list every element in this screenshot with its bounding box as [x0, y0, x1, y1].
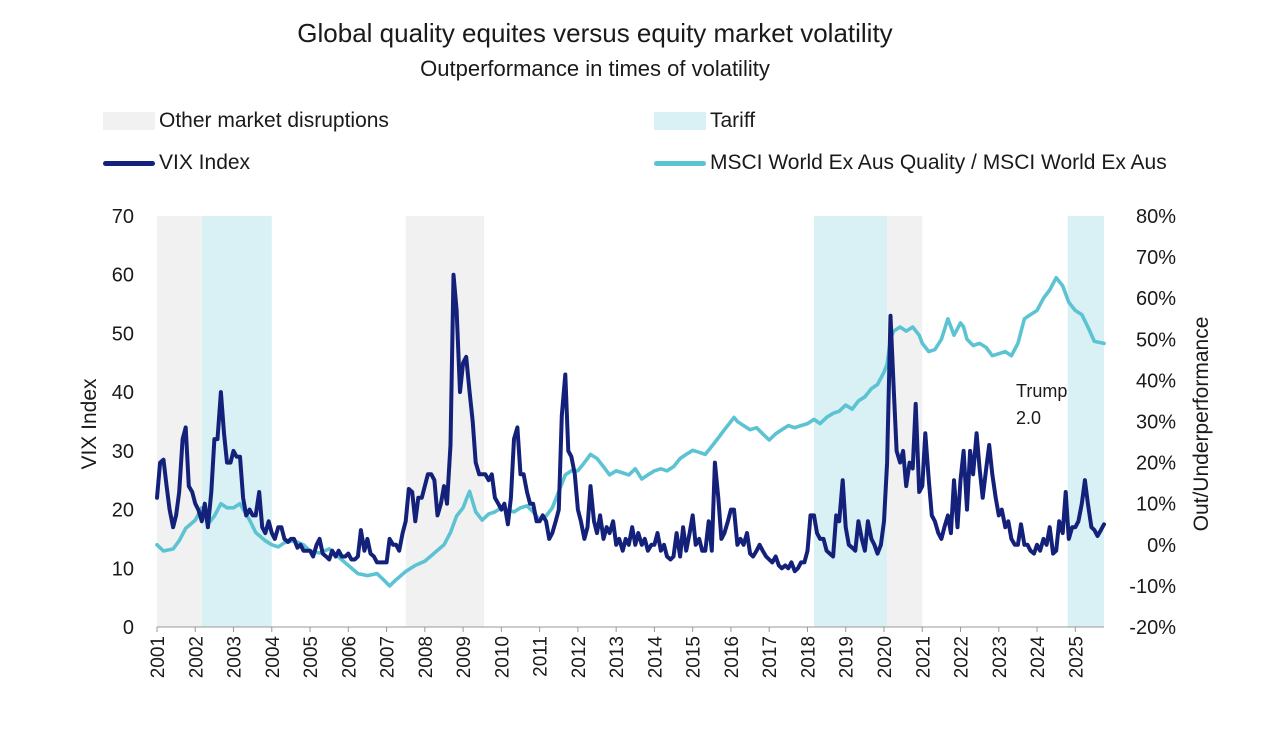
x-tick-label-2022: 2022: [952, 636, 973, 678]
y-left-tick-40: 40: [112, 382, 134, 404]
legend-vix: VIX Index: [103, 151, 250, 175]
band-tariff-5: [1067, 216, 1104, 627]
x-tick-label-2018: 2018: [798, 636, 819, 678]
legend-vix-label: VIX Index: [159, 151, 251, 174]
legend-quality-label: MSCI World Ex Aus Quality / MSCI World E…: [710, 151, 1167, 174]
x-tick-label-2020: 2020: [875, 636, 896, 678]
y-right-tick-70%: 70%: [1136, 247, 1176, 269]
band-tariff-1: [201, 216, 272, 627]
chart-title: Global quality equites versus equity mar…: [297, 18, 893, 48]
x-tick-label-2003: 2003: [225, 636, 246, 678]
x-tick-label-2002: 2002: [186, 636, 207, 678]
y-right-tick-60%: 60%: [1136, 288, 1176, 310]
y-right-axis-label: Out/Underperformance: [1190, 317, 1213, 532]
x-tick-label-2023: 2023: [990, 636, 1011, 678]
x-tick-label-2013: 2013: [607, 636, 628, 678]
x-tick-label-2024: 2024: [1028, 636, 1049, 679]
legend-other-disruptions: Other market disruptions: [103, 109, 389, 133]
band-tariff-3: [813, 216, 888, 627]
series-quality-ratio-line: [155, 275, 1106, 588]
legend-quality-swatch: [654, 160, 706, 166]
x-tick-label-2012: 2012: [569, 636, 590, 678]
y-left-axis-label: VIX Index: [78, 378, 101, 470]
x-tick-label-2017: 2017: [760, 636, 781, 678]
y-right-tick--20%: -20%: [1129, 617, 1176, 639]
y-left-tick-0: 0: [123, 617, 134, 639]
x-tick-label-2011: 2011: [531, 636, 552, 677]
x-tick-label-2016: 2016: [722, 636, 743, 678]
legend-tariff-swatch: [654, 112, 706, 130]
series-vix-line: [155, 272, 1106, 574]
x-tick-label-2001: 2001: [148, 636, 169, 678]
x-tick-label-2008: 2008: [416, 636, 437, 678]
legend-other-disruptions-label: Other market disruptions: [159, 109, 389, 132]
x-tick-label-2007: 2007: [378, 636, 399, 678]
legend-tariff: Tariff: [654, 109, 755, 133]
legend-tariff-label: Tariff: [710, 109, 756, 132]
legend-vix-swatch: [103, 160, 155, 166]
x-tick-label-2014: 2014: [645, 636, 666, 679]
annotation-trump-2: 2.0: [1016, 408, 1041, 428]
x-tick-label-2021: 2021: [913, 636, 934, 678]
legend-quality: MSCI World Ex Aus Quality / MSCI World E…: [654, 151, 1167, 175]
band-disruption-0: [157, 216, 202, 627]
y-left-tick-50: 50: [112, 323, 134, 345]
x-tick-label-2009: 2009: [454, 636, 475, 678]
x-tick-label-2004: 2004: [263, 636, 284, 679]
x-tick-label-2019: 2019: [837, 636, 858, 678]
y-left-tick-20: 20: [112, 500, 134, 522]
x-tick-label-2015: 2015: [684, 636, 705, 678]
x-tick-label-2006: 2006: [339, 636, 360, 678]
y-left-tick-70: 70: [112, 206, 134, 228]
annotation-trump: Trump: [1016, 381, 1067, 401]
x-tick-label-2010: 2010: [492, 636, 513, 678]
y-right-tick-10%: 10%: [1136, 494, 1176, 516]
x-tick-label-2025: 2025: [1066, 636, 1087, 678]
y-right-tick-80%: 80%: [1136, 206, 1176, 228]
x-tick-label-2005: 2005: [301, 636, 322, 678]
y-right-tick-40%: 40%: [1136, 370, 1176, 392]
y-right-tick-50%: 50%: [1136, 329, 1176, 351]
legend-other-disruptions-swatch: [103, 112, 155, 130]
y-left-tick-30: 30: [112, 441, 134, 463]
y-right-tick-0%: 0%: [1147, 535, 1176, 557]
y-left-tick-60: 60: [112, 265, 134, 287]
y-right-tick-20%: 20%: [1136, 453, 1176, 475]
y-right-tick--10%: -10%: [1129, 576, 1176, 598]
y-left-tick-10: 10: [112, 558, 134, 580]
y-right-tick-30%: 30%: [1136, 412, 1176, 434]
chart-subtitle: Outperformance in times of volatility: [420, 56, 770, 81]
